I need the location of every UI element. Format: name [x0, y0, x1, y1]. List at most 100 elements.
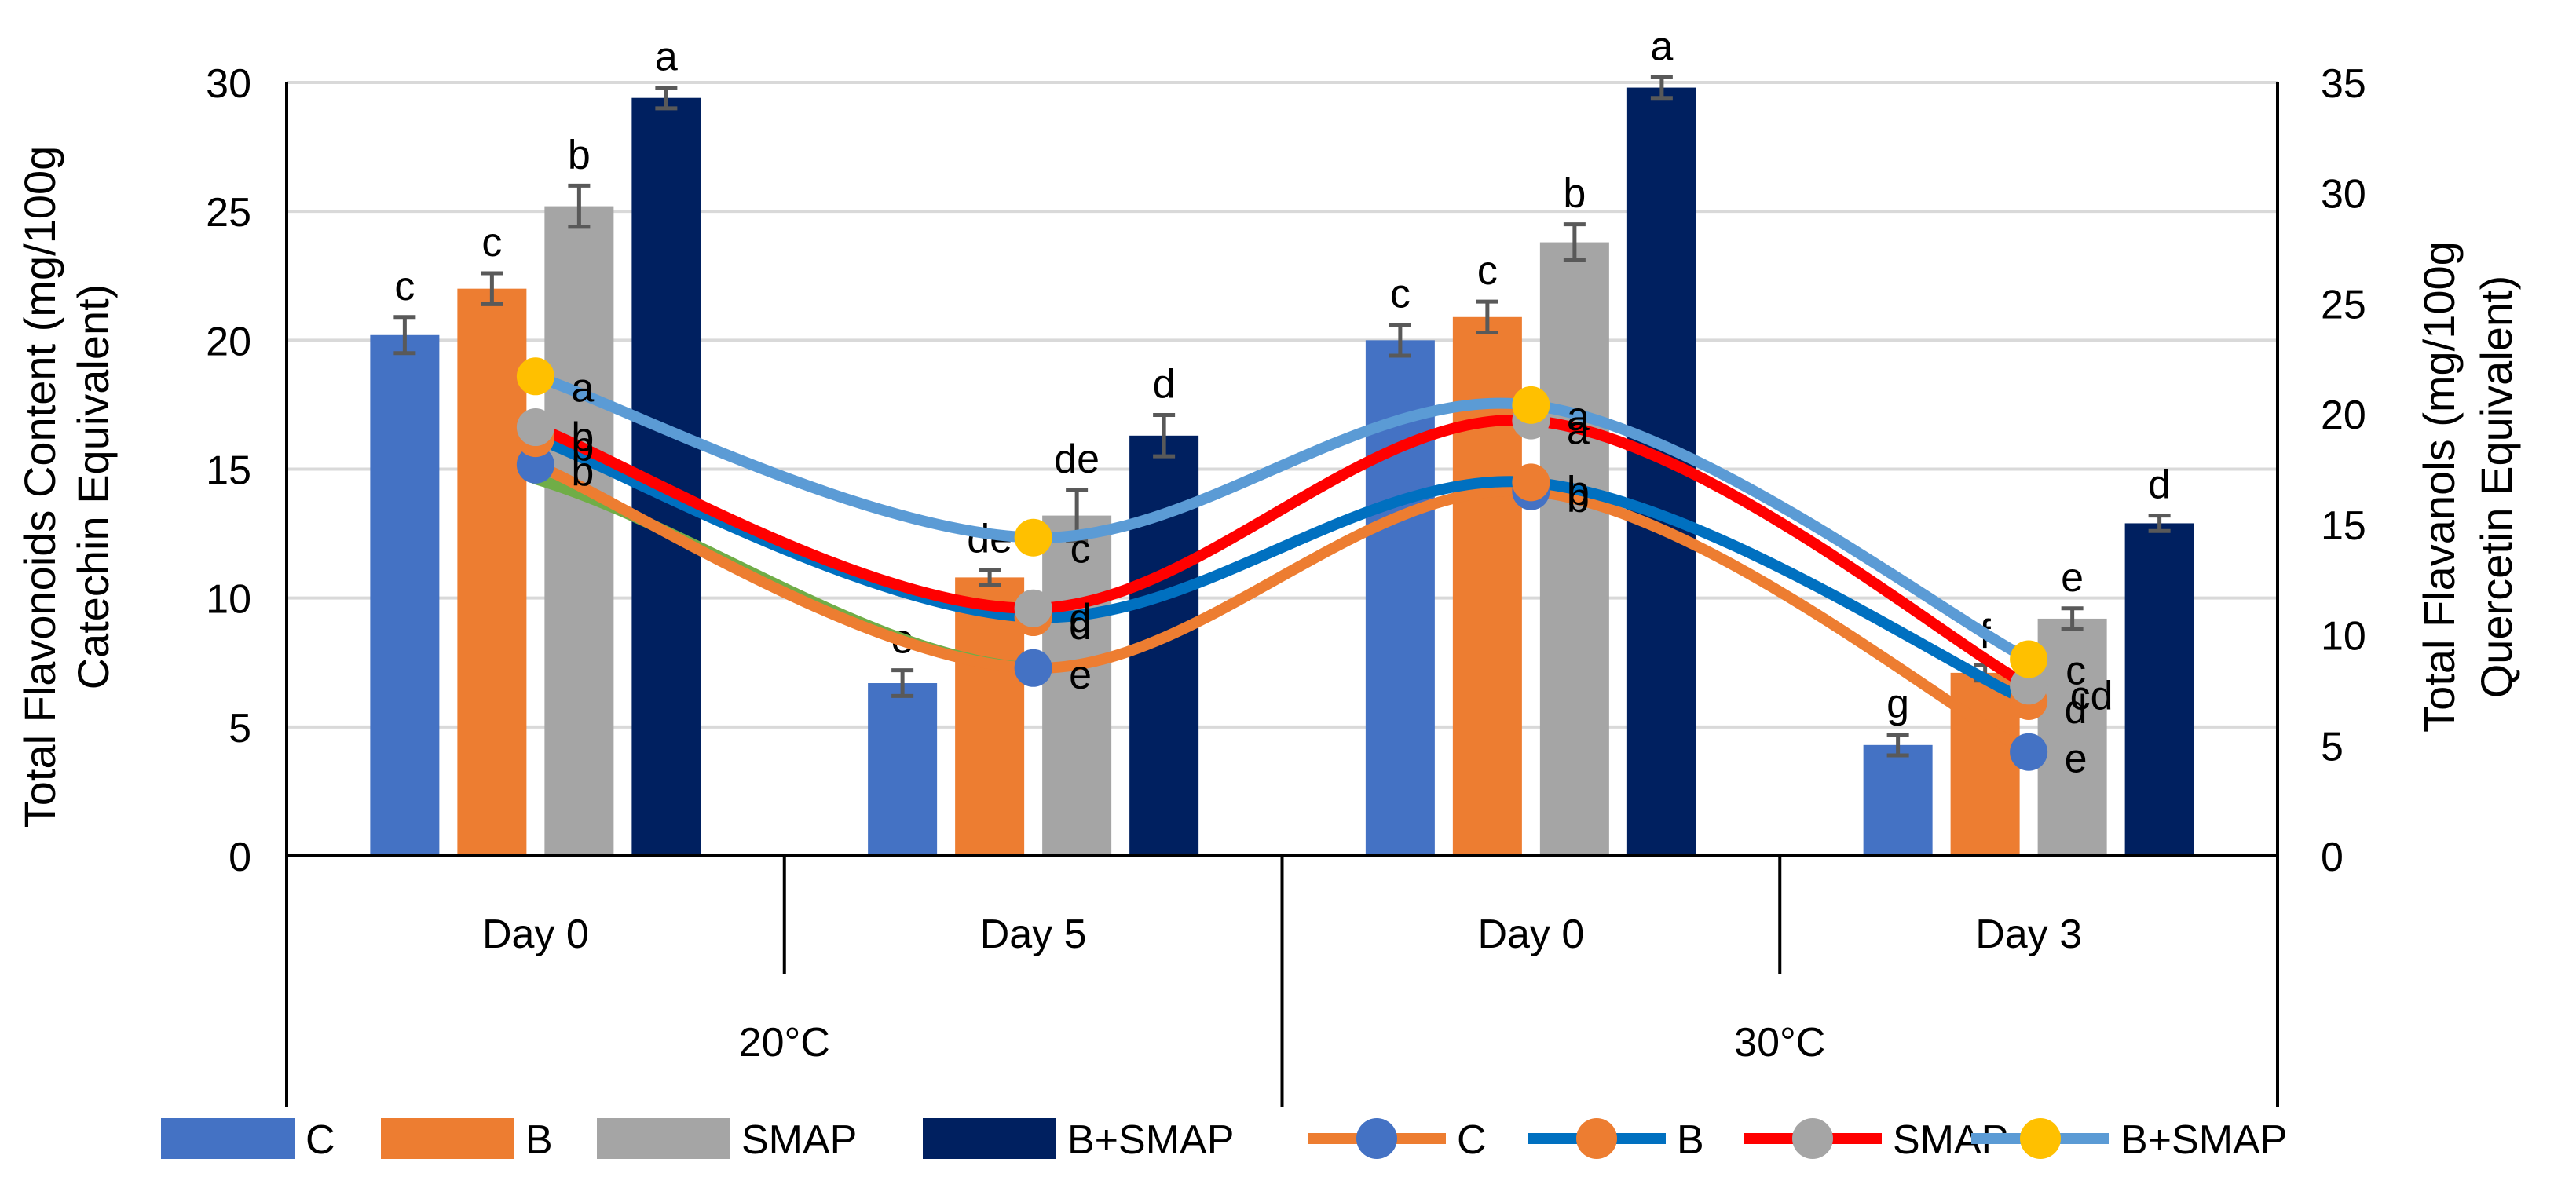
bar-SMAP: [544, 206, 614, 857]
legend-label: C: [306, 1117, 335, 1163]
legend-marker-SMAP: [1792, 1118, 1833, 1159]
bar-letter-label: c: [481, 220, 502, 265]
line-SMAP: [529, 414, 2035, 692]
x-axis-categories: Day 0 Day 5 Day 0 Day 3 20°C 30°C: [482, 912, 2082, 1066]
right-axis-title-line2: Quercetin Equivalent): [2472, 276, 2521, 699]
line-letter-label: a: [1567, 408, 1590, 454]
legend-label: B+SMAP: [2120, 1117, 2287, 1163]
left-tick-label: 15: [206, 448, 251, 494]
legend-label: C: [1457, 1117, 1487, 1163]
bar-SMAP: [2037, 618, 2107, 856]
line-marker-SMAP: [516, 408, 554, 447]
legend-label: B: [1677, 1117, 1704, 1163]
right-tick-label: 30: [2321, 172, 2366, 217]
bar-letter-label: a: [655, 35, 678, 80]
bar-B: [955, 577, 1025, 856]
legend-swatch-bar-B+SMAP: [923, 1118, 1056, 1159]
bar-B+SMAP: [2124, 523, 2194, 856]
right-tick-label: 20: [2321, 393, 2366, 438]
bar-B: [1950, 672, 2020, 856]
legend-swatch-bar-SMAP: [597, 1118, 730, 1159]
legend-marker-C: [1356, 1118, 1397, 1159]
right-tick-label: 0: [2321, 835, 2344, 880]
line-letter-label: d: [1069, 596, 1092, 642]
group-label: 20°C: [739, 1020, 830, 1066]
line-letter-label: cd: [2070, 673, 2113, 718]
line-marker-B+SMAP: [2010, 640, 2048, 678]
bar-B: [1452, 316, 1522, 856]
line-letter-label: c: [2066, 649, 2086, 694]
legend-label: SMAP: [741, 1117, 857, 1163]
line-marker-C: [2010, 733, 2048, 771]
bar-letter-label: d: [1153, 362, 1176, 408]
line-B: [529, 433, 2035, 707]
category-label: Day 5: [980, 912, 1087, 957]
bar-B: [457, 288, 527, 857]
bar-letter-label: b: [1563, 171, 1586, 217]
line-B+SMAP: [529, 371, 2035, 665]
line-letter-label: d: [1069, 603, 1092, 649]
left-axis-title-line2: Catechin Equivalent): [68, 284, 118, 690]
tick-labels: 0 5 10 15 20 25 30 0 5 10 15 20 25 30 35: [206, 61, 2366, 880]
bar-letter-label: c: [1390, 272, 1411, 317]
left-tick-label: 25: [206, 190, 251, 236]
line-marker-C: [516, 445, 554, 484]
left-axis-title-line1: Total Flavonoids Content (mg/100g: [15, 146, 64, 828]
line-marker-C: [1014, 649, 1052, 687]
bar-letter-label: b: [568, 132, 591, 177]
line-letter-label: c: [1070, 527, 1091, 572]
right-tick-label: 5: [2321, 724, 2344, 769]
left-tick-label: 10: [206, 577, 251, 623]
category-label: Day 0: [1477, 912, 1584, 957]
right-axis-title-line1: Total Flavanols (mg/100g: [2414, 241, 2464, 733]
right-tick-label: 10: [2321, 614, 2366, 660]
line-letter-label: b: [571, 415, 594, 460]
legend-marker-B+SMAP: [2020, 1118, 2061, 1159]
line-marker-B+SMAP: [1512, 386, 1550, 424]
legend-marker-B: [1576, 1118, 1617, 1159]
group-label: 30°C: [1734, 1020, 1825, 1066]
line-letter-label: b: [571, 449, 594, 495]
bar-C: [868, 683, 938, 856]
line-C: [529, 459, 2035, 758]
legend-label: B: [525, 1117, 553, 1163]
bar-SMAP: [1042, 515, 1112, 856]
right-tick-label: 15: [2321, 503, 2366, 549]
left-tick-label: 30: [206, 61, 251, 107]
bar-C: [370, 334, 440, 856]
line-marker-B: [1512, 463, 1550, 502]
category-label: Day 3: [1975, 912, 2082, 957]
bar-SMAP: [1539, 242, 1609, 857]
line-letter-label: e: [1069, 652, 1092, 698]
right-tick-label: 25: [2321, 282, 2366, 327]
line-marker-SMAP: [2010, 667, 2048, 705]
line-marker-SMAP: [1014, 589, 1052, 627]
bar-letter-label: de: [1054, 437, 1100, 482]
line-letter-label: b: [571, 424, 594, 470]
bar-letter-label: g: [1886, 682, 1909, 727]
bar-C: [1863, 744, 1933, 856]
line-letter-label: d: [2065, 687, 2088, 733]
line-marker-B+SMAP: [1014, 518, 1052, 557]
legend-label: B+SMAP: [1067, 1117, 1234, 1163]
line-letter-label: b: [1567, 476, 1590, 521]
bar-letter-label: e: [2061, 555, 2084, 601]
line-letter-label: e: [2065, 737, 2088, 782]
right-tick-label: 35: [2321, 61, 2366, 107]
bar-letter-label: c: [394, 264, 415, 309]
legend: C B SMAP B+SMAP C B SMAP B+SMAP: [161, 1117, 2287, 1163]
line-letter-label: a: [1567, 394, 1590, 440]
left-tick-label: 20: [206, 319, 251, 364]
bar-letter-label: c: [1477, 248, 1498, 294]
legend-swatch-bar-C: [161, 1118, 295, 1159]
line-letter-label: b: [1567, 468, 1590, 514]
bar-letter-label: a: [1650, 24, 1673, 69]
bar-letter-label: d: [2148, 462, 2171, 508]
legend-swatch-bar-B: [381, 1118, 514, 1159]
axes: [285, 82, 2279, 1107]
line-marker-B+SMAP: [516, 357, 554, 396]
category-label: Day 0: [482, 912, 589, 957]
left-tick-label: 5: [229, 706, 251, 751]
